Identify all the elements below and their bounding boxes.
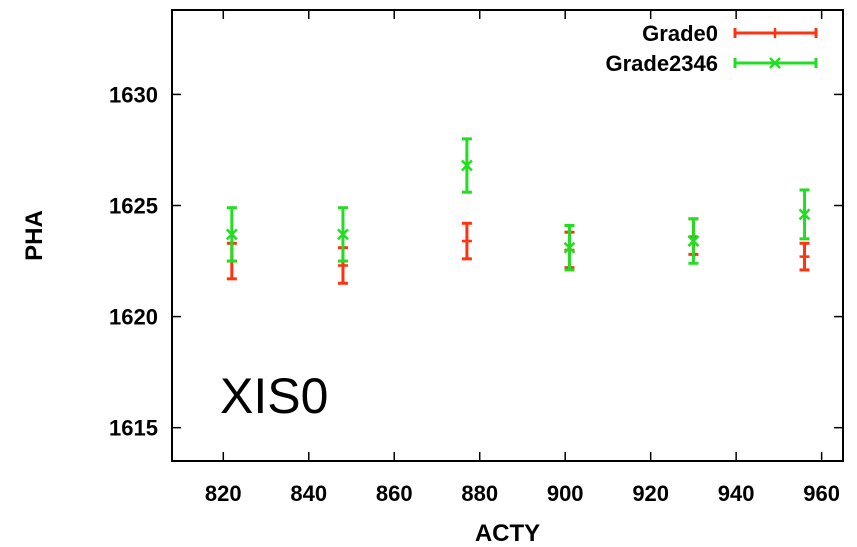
x-tick-label: 920 xyxy=(632,481,669,506)
data-point xyxy=(225,206,238,263)
data-point xyxy=(461,137,473,194)
x-tick-label: 820 xyxy=(205,481,242,506)
point-marker xyxy=(563,241,576,254)
x-axis-label: ACTY xyxy=(475,520,540,547)
data-point xyxy=(337,206,349,263)
x-tick-label: 880 xyxy=(461,481,498,506)
legend: Grade0 Grade2346 xyxy=(605,21,818,76)
data-point xyxy=(687,217,700,265)
plot-frame xyxy=(171,9,844,462)
x-tick-label: 840 xyxy=(290,481,327,506)
y-tick-label: 1620 xyxy=(109,305,158,330)
y-tick-label: 1625 xyxy=(109,194,158,219)
data-series xyxy=(225,137,811,285)
legend-label: Grade2346 xyxy=(605,51,718,76)
annotation-label: XIS0 xyxy=(220,368,328,424)
x-tick-label: 960 xyxy=(803,481,840,506)
data-point xyxy=(563,224,576,272)
y-tick-label: 1615 xyxy=(109,416,158,441)
point-marker xyxy=(687,235,700,247)
data-point xyxy=(799,241,810,272)
point-marker xyxy=(798,208,811,221)
x-tick-label: 860 xyxy=(376,481,413,506)
x-tick-label: 940 xyxy=(718,481,755,506)
legend-label: Grade0 xyxy=(642,21,718,46)
series-grade2346 xyxy=(225,137,811,272)
data-point xyxy=(798,188,811,241)
series-grade0 xyxy=(226,217,810,285)
y-axis-label: PHA xyxy=(21,210,48,261)
data-point xyxy=(461,221,472,261)
point-marker xyxy=(225,228,238,241)
point-marker xyxy=(337,228,349,241)
axis-ticks: 820 840 860 880 900 920 940 960 1615 1620 1625 1630 xyxy=(109,10,843,506)
point-marker xyxy=(461,159,473,172)
legend-marker xyxy=(769,57,781,69)
y-tick-label: 1630 xyxy=(109,82,158,107)
x-tick-label: 900 xyxy=(547,481,584,506)
